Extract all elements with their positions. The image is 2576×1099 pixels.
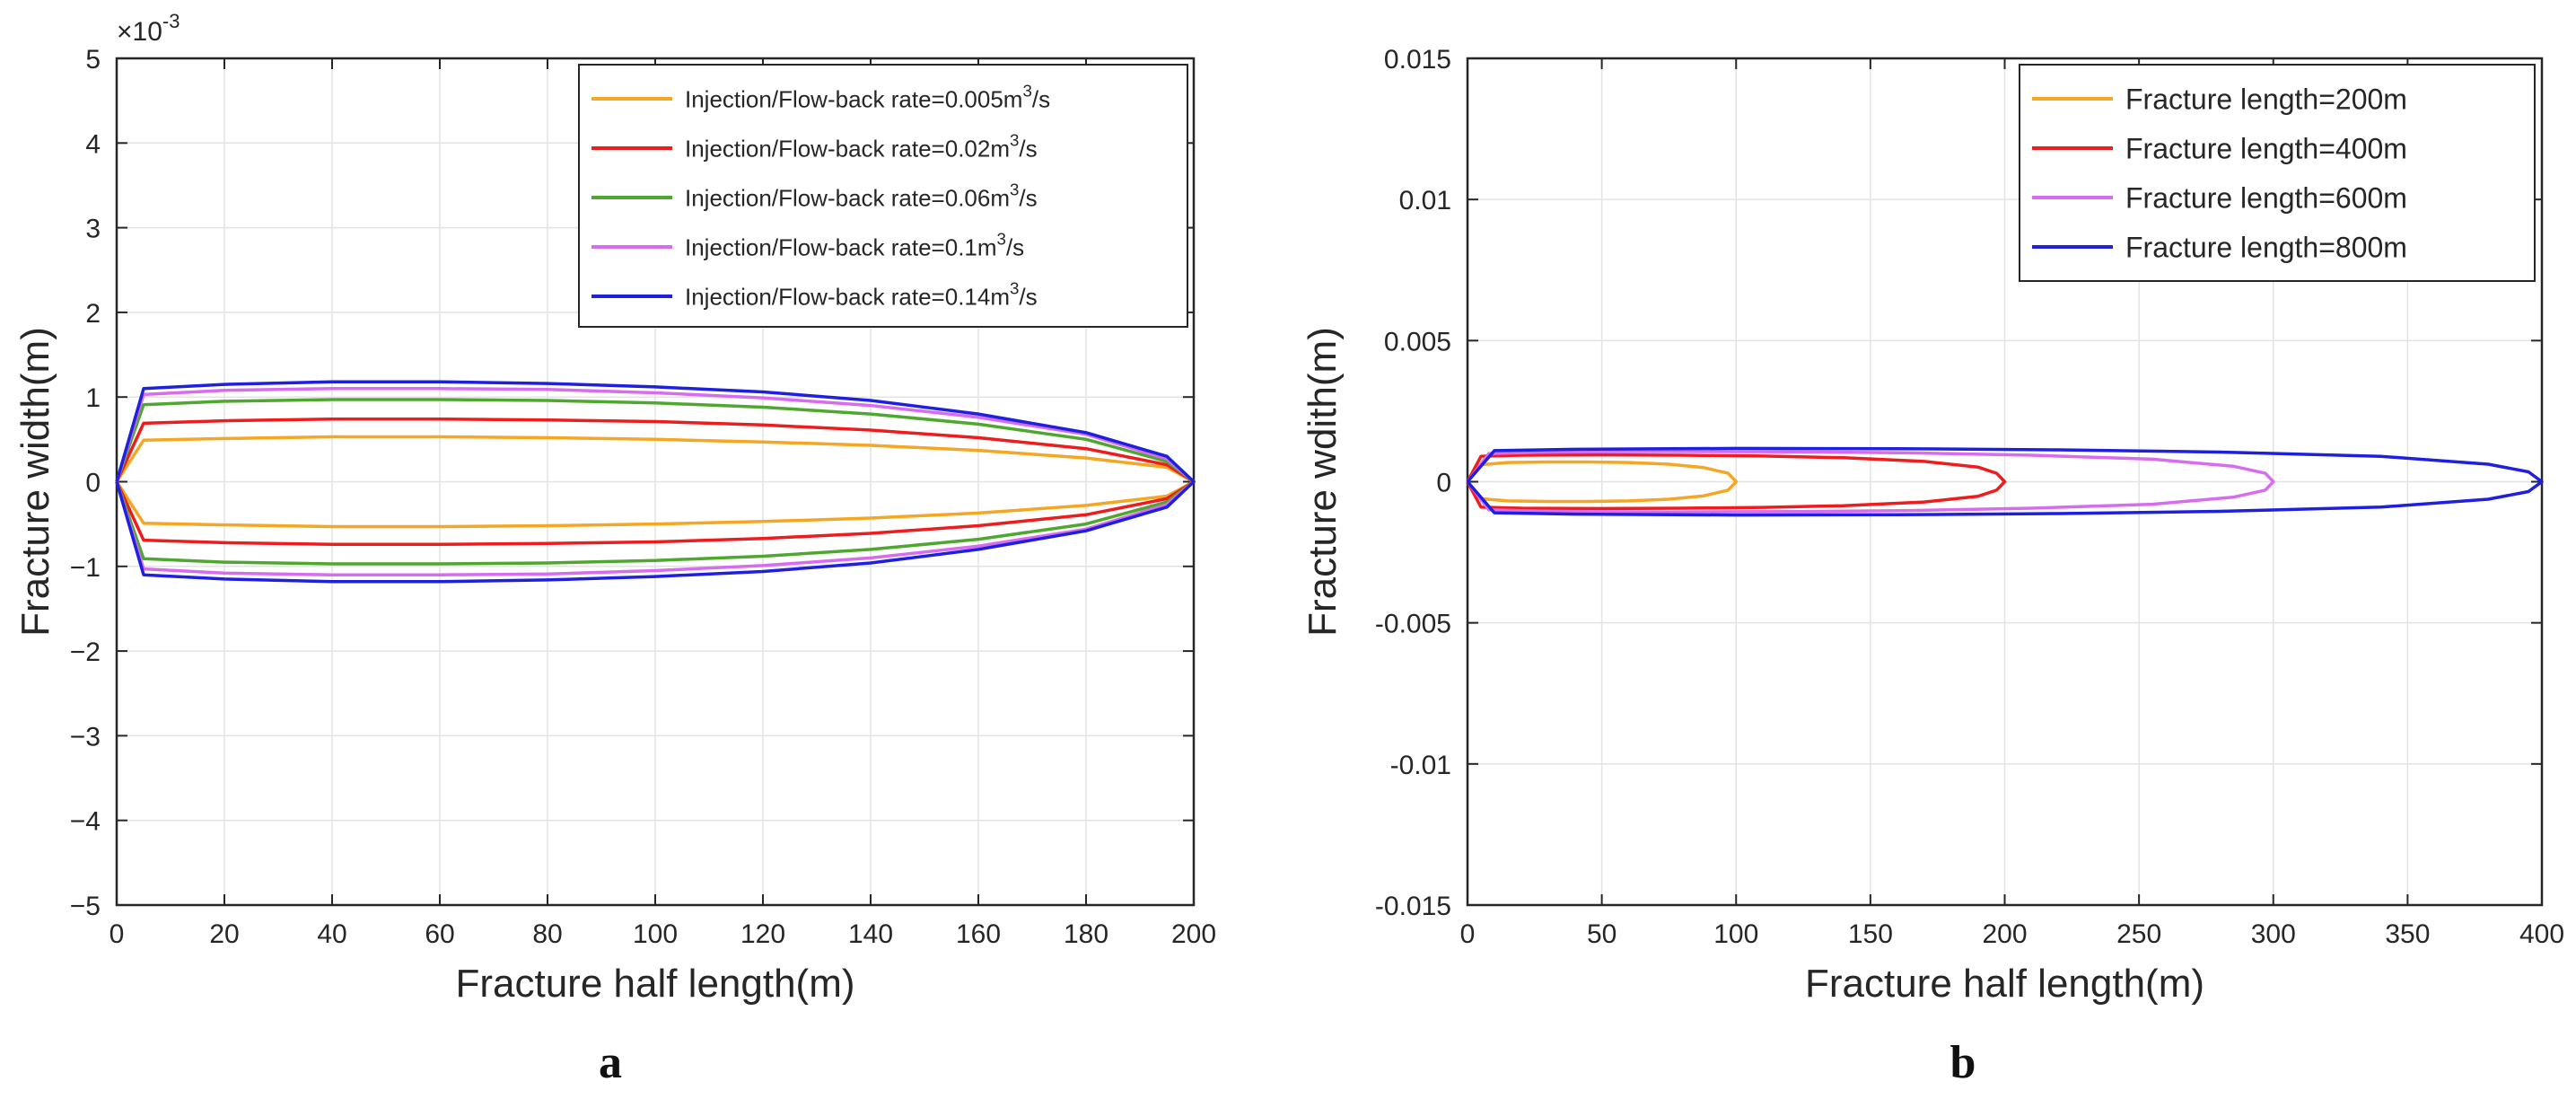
series-group	[1466, 446, 2544, 517]
y-tick-label: −4	[70, 807, 101, 837]
x-tick-label: 20	[209, 919, 239, 949]
y-tick-label: -0.01	[1390, 751, 1451, 780]
x-tick-label: 50	[1587, 919, 1617, 949]
y-tick-label: 0.01	[1399, 186, 1451, 215]
x-axis-title: Fracture half length(m)	[1805, 962, 2204, 1006]
y-tick-label: −3	[70, 722, 101, 752]
legend-label: Injection/Flow-back rate=0.06m3/s	[685, 180, 1038, 211]
x-tick-label: 120	[740, 919, 785, 949]
legend-label: Injection/Flow-back rate=0.005m3/s	[685, 81, 1050, 112]
y-exponent-label: ×10-3	[117, 10, 180, 47]
series-line-1	[1466, 460, 1739, 504]
series-group	[115, 380, 1196, 584]
series-line-2	[1466, 453, 2007, 511]
y-axis-title: Fracture width(m)	[13, 327, 57, 637]
legend: Fracture length=200m Fracture length=400m…	[2019, 64, 2536, 282]
y-tick-label: 0	[1436, 469, 1451, 498]
x-tick-label: 200	[1171, 919, 1216, 949]
y-tick-label: 0.005	[1384, 327, 1451, 356]
y-tick-label: −1	[70, 553, 101, 583]
y-tick-label: 4	[85, 129, 101, 159]
series-line-5	[115, 380, 1196, 584]
legend-label: Fracture length=200m	[2125, 84, 2407, 116]
y-axis-title: Fracture wdith(m)	[1301, 327, 1345, 637]
legend-label: Injection/Flow-back rate=0.1m3/s	[685, 229, 1024, 260]
y-tick-label: 5	[85, 45, 101, 75]
legend-box	[2019, 64, 2536, 282]
y-tick-label: -0.015	[1375, 892, 1451, 921]
x-tick-label: 400	[2519, 919, 2564, 949]
y-tick-label: 0	[85, 469, 101, 498]
panel-label: b	[1950, 1037, 1976, 1088]
legend-label: Injection/Flow-back rate=0.14m3/s	[685, 278, 1038, 310]
chart-panel-b: 0 50 100 150 200 250 300 350 400 -0.015 -0.01 -0.00…	[1301, 45, 2564, 1088]
legend-label: Injection/Flow-back rate=0.02m3/s	[685, 130, 1038, 162]
x-tick-label: 160	[956, 919, 1001, 949]
y-tick-label: 2	[85, 299, 101, 329]
legend-label: Fracture length=400m	[2125, 133, 2407, 165]
x-tick-label: 150	[1848, 919, 1893, 949]
legend-label: Fracture length=800m	[2125, 232, 2407, 264]
x-tick-label: 300	[2251, 919, 2296, 949]
y-tick-label: 0.015	[1384, 45, 1451, 75]
series-line-4	[1466, 446, 2544, 517]
x-tick-label: 140	[848, 919, 893, 949]
series-line-3	[1466, 450, 2275, 514]
legend-box	[578, 64, 1188, 328]
x-tick-label: 250	[2116, 919, 2161, 949]
y-tick-label: −2	[70, 637, 101, 667]
panel-label: a	[599, 1037, 622, 1088]
x-tick-label: 40	[317, 919, 346, 949]
x-tick-label: 80	[532, 919, 562, 949]
y-tick-label: -0.005	[1375, 610, 1451, 639]
y-tick-label: 1	[85, 383, 101, 413]
y-tick-label: −5	[70, 892, 101, 921]
legend: Injection/Flow-back rate=0.005m3/s Inject…	[578, 64, 1188, 328]
chart-panel-a: 0 20 40 60 80 100 120 140 160 180 200 −5 −4 −3 −2 −1 0 1 2…	[13, 10, 1216, 1088]
x-axis-title: Fracture half length(m)	[455, 962, 854, 1006]
x-tick-label: 180	[1064, 919, 1108, 949]
x-tick-label: 100	[1713, 919, 1758, 949]
x-tick-label: 100	[633, 919, 678, 949]
x-tick-label: 60	[425, 919, 454, 949]
x-tick-label: 350	[2385, 919, 2430, 949]
x-tick-label: 0	[110, 919, 125, 949]
legend-label: Fracture length=600m	[2125, 182, 2407, 215]
x-tick-label: 200	[1982, 919, 2027, 949]
x-tick-label: 0	[1460, 919, 1476, 949]
y-tick-label: 3	[85, 215, 101, 244]
